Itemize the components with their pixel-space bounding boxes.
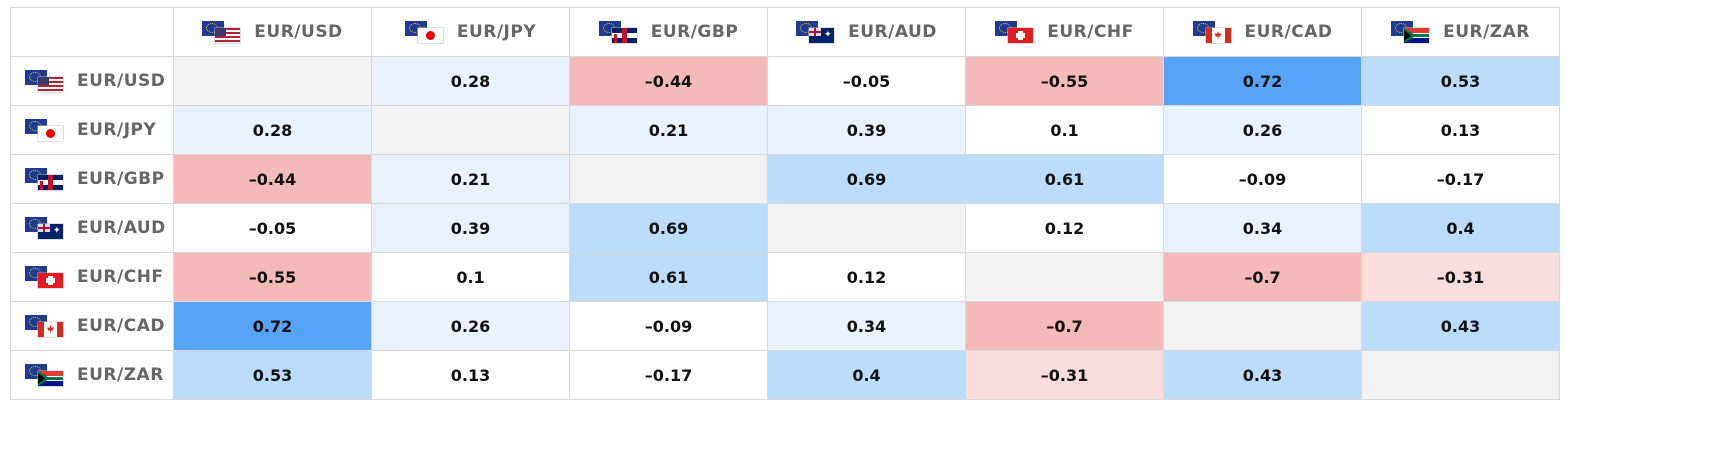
col-header-eur-aud[interactable]: EUR/AUD xyxy=(767,7,966,57)
correlation-matrix: EUR/USD EUR/JPY EUR/GBP EUR/AUD EUR/CHF … xyxy=(10,7,1560,400)
table-row: EUR/GBP –0.44 0.21 0.69 0.61 –0.09 –0.17 xyxy=(10,154,1560,204)
col-header-eur-cad[interactable]: EUR/CAD xyxy=(1163,7,1362,57)
matrix-body: EUR/USD 0.28 –0.44 –0.05 –0.55 0.72 0.53… xyxy=(10,56,1560,400)
table-row: EUR/CAD 0.72 0.26 –0.09 0.34 –0.7 0.43 xyxy=(10,301,1560,351)
correlation-cell: 0.1 xyxy=(965,105,1164,155)
correlation-cell: –0.31 xyxy=(965,350,1164,400)
correlation-cell: 0.53 xyxy=(173,350,372,400)
correlation-cell: –0.55 xyxy=(173,252,372,302)
correlation-cell: 0.69 xyxy=(767,154,966,204)
correlation-cell: –0.31 xyxy=(1361,252,1560,302)
row-header-eur-cad[interactable]: EUR/CAD xyxy=(10,301,174,351)
correlation-cell xyxy=(173,56,372,106)
eur-usd-flag-icon xyxy=(25,70,63,92)
eur-cad-flag-icon xyxy=(25,315,63,337)
col-header-eur-chf[interactable]: EUR/CHF xyxy=(965,7,1164,57)
correlation-cell: 0.21 xyxy=(569,105,768,155)
eur-chf-flag-icon xyxy=(995,21,1034,43)
correlation-cell: 0.72 xyxy=(173,301,372,351)
eur-usd-flag-icon xyxy=(202,21,241,43)
correlation-table: EUR/USD EUR/JPY EUR/GBP EUR/AUD EUR/CHF … xyxy=(10,7,1560,400)
correlation-cell: –0.05 xyxy=(173,203,372,253)
eur-zar-flag-icon xyxy=(1391,21,1430,43)
eur-jpy-flag-icon xyxy=(25,119,63,141)
correlation-cell: –0.44 xyxy=(569,56,768,106)
correlation-cell: –0.7 xyxy=(1163,252,1362,302)
correlation-cell: 0.26 xyxy=(1163,105,1362,155)
correlation-cell: –0.44 xyxy=(173,154,372,204)
correlation-cell: –0.09 xyxy=(569,301,768,351)
correlation-cell: 0.4 xyxy=(1361,203,1560,253)
correlation-cell: 0.34 xyxy=(1163,203,1362,253)
correlation-cell xyxy=(767,203,966,253)
correlation-cell: 0.53 xyxy=(1361,56,1560,106)
correlation-cell xyxy=(1361,350,1560,400)
row-header-eur-jpy[interactable]: EUR/JPY xyxy=(10,105,174,155)
correlation-cell: 0.69 xyxy=(569,203,768,253)
eur-aud-flag-icon xyxy=(25,217,63,239)
correlation-cell: 0.13 xyxy=(1361,105,1560,155)
eur-chf-flag-icon xyxy=(25,266,63,288)
correlation-cell: –0.55 xyxy=(965,56,1164,106)
correlation-cell: 0.28 xyxy=(173,105,372,155)
correlation-cell: 0.34 xyxy=(767,301,966,351)
eur-gbp-flag-icon xyxy=(25,168,63,190)
correlation-cell: 0.26 xyxy=(371,301,570,351)
correlation-cell: –0.17 xyxy=(569,350,768,400)
row-header-eur-chf[interactable]: EUR/CHF xyxy=(10,252,174,302)
correlation-cell: 0.12 xyxy=(767,252,966,302)
eur-zar-flag-icon xyxy=(25,364,63,386)
correlation-cell: 0.1 xyxy=(371,252,570,302)
correlation-cell: –0.17 xyxy=(1361,154,1560,204)
correlation-cell: 0.43 xyxy=(1163,350,1362,400)
correlation-cell: 0.21 xyxy=(371,154,570,204)
col-header-eur-jpy[interactable]: EUR/JPY xyxy=(371,7,570,57)
correlation-cell: 0.12 xyxy=(965,203,1164,253)
correlation-cell: 0.4 xyxy=(767,350,966,400)
correlation-cell: –0.7 xyxy=(965,301,1164,351)
row-header-eur-gbp[interactable]: EUR/GBP xyxy=(10,154,174,204)
col-header-eur-zar[interactable]: EUR/ZAR xyxy=(1361,7,1560,57)
correlation-cell xyxy=(1163,301,1362,351)
correlation-cell: 0.61 xyxy=(569,252,768,302)
correlation-cell: 0.39 xyxy=(767,105,966,155)
correlation-cell: 0.13 xyxy=(371,350,570,400)
correlation-cell xyxy=(965,252,1164,302)
correlation-cell: 0.61 xyxy=(965,154,1164,204)
col-header-eur-usd[interactable]: EUR/USD xyxy=(173,7,372,57)
table-row: EUR/ZAR 0.53 0.13 –0.17 0.4 –0.31 0.43 xyxy=(10,350,1560,400)
eur-cad-flag-icon xyxy=(1192,21,1231,43)
row-header-eur-zar[interactable]: EUR/ZAR xyxy=(10,350,174,400)
corner-cell xyxy=(10,7,174,57)
correlation-cell: 0.72 xyxy=(1163,56,1362,106)
correlation-cell: 0.39 xyxy=(371,203,570,253)
eur-jpy-flag-icon xyxy=(404,21,443,43)
row-header-eur-usd[interactable]: EUR/USD xyxy=(10,56,174,106)
table-row: EUR/USD 0.28 –0.44 –0.05 –0.55 0.72 0.53 xyxy=(10,56,1560,106)
eur-gbp-flag-icon xyxy=(598,21,637,43)
correlation-cell: 0.43 xyxy=(1361,301,1560,351)
correlation-cell xyxy=(569,154,768,204)
correlation-cell: 0.28 xyxy=(371,56,570,106)
row-header-eur-aud[interactable]: EUR/AUD xyxy=(10,203,174,253)
col-header-eur-gbp[interactable]: EUR/GBP xyxy=(569,7,768,57)
correlation-cell: –0.05 xyxy=(767,56,966,106)
header-row: EUR/USD EUR/JPY EUR/GBP EUR/AUD EUR/CHF … xyxy=(10,7,1560,57)
table-row: EUR/AUD –0.05 0.39 0.69 0.12 0.34 0.4 xyxy=(10,203,1560,253)
table-row: EUR/JPY 0.28 0.21 0.39 0.1 0.26 0.13 xyxy=(10,105,1560,155)
eur-aud-flag-icon xyxy=(796,21,835,43)
table-row: EUR/CHF –0.55 0.1 0.61 0.12 –0.7 –0.31 xyxy=(10,252,1560,302)
correlation-cell xyxy=(371,105,570,155)
correlation-cell: –0.09 xyxy=(1163,154,1362,204)
